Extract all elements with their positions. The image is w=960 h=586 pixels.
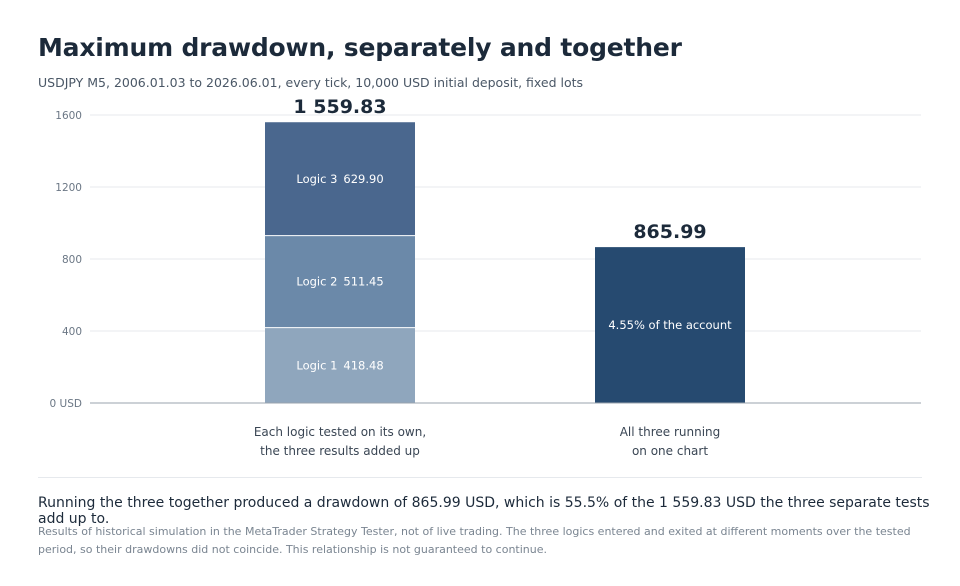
category-label: on one chart: [632, 444, 708, 458]
summary-text: Running the three together produced a dr…: [38, 495, 930, 527]
divider: [38, 477, 922, 478]
y-tick-label: 1600: [55, 110, 82, 122]
bar-segment: [265, 327, 415, 403]
chart-subtitle: USDJPY M5, 2006.01.03 to 2026.06.01, eve…: [38, 75, 584, 90]
segment-label: Logic 3 629.90: [296, 172, 383, 186]
segment-value: 511.45: [343, 275, 383, 289]
segment-value: 629.90: [343, 172, 383, 186]
bar-segment: [595, 247, 745, 403]
bar-segment: [265, 235, 415, 328]
segment-label: 4.55% of the account: [608, 318, 732, 332]
bar-total-label: 1 559.83: [293, 96, 386, 118]
page-title: Maximum drawdown, separately and togethe…: [38, 33, 682, 62]
category-label: All three running: [620, 425, 721, 439]
segment-label: Logic 2 511.45: [296, 275, 383, 289]
segment-label: Logic 1 418.48: [296, 358, 383, 372]
drawdown-chart: 0 USD 400 800 1200 1600 Logic 1 418.48 Logic 2 5…: [50, 96, 921, 458]
bar-segment: [265, 122, 415, 236]
segment-name: Logic 3: [296, 172, 337, 186]
segment-value: 418.48: [343, 358, 383, 372]
category-label: Each logic tested on its own,: [254, 425, 426, 439]
segment-name: Logic 2: [296, 275, 337, 289]
segment-name: Logic 1: [296, 358, 337, 372]
y-tick-label: 0 USD: [50, 398, 82, 410]
y-tick-label: 1200: [55, 182, 82, 194]
footnote: Results of historical simulation in the …: [38, 525, 911, 556]
y-tick-label: 800: [62, 254, 82, 266]
category-label: the three results added up: [260, 444, 420, 458]
y-tick-label: 400: [62, 326, 82, 338]
bar-total-label: 865.99: [633, 221, 706, 243]
